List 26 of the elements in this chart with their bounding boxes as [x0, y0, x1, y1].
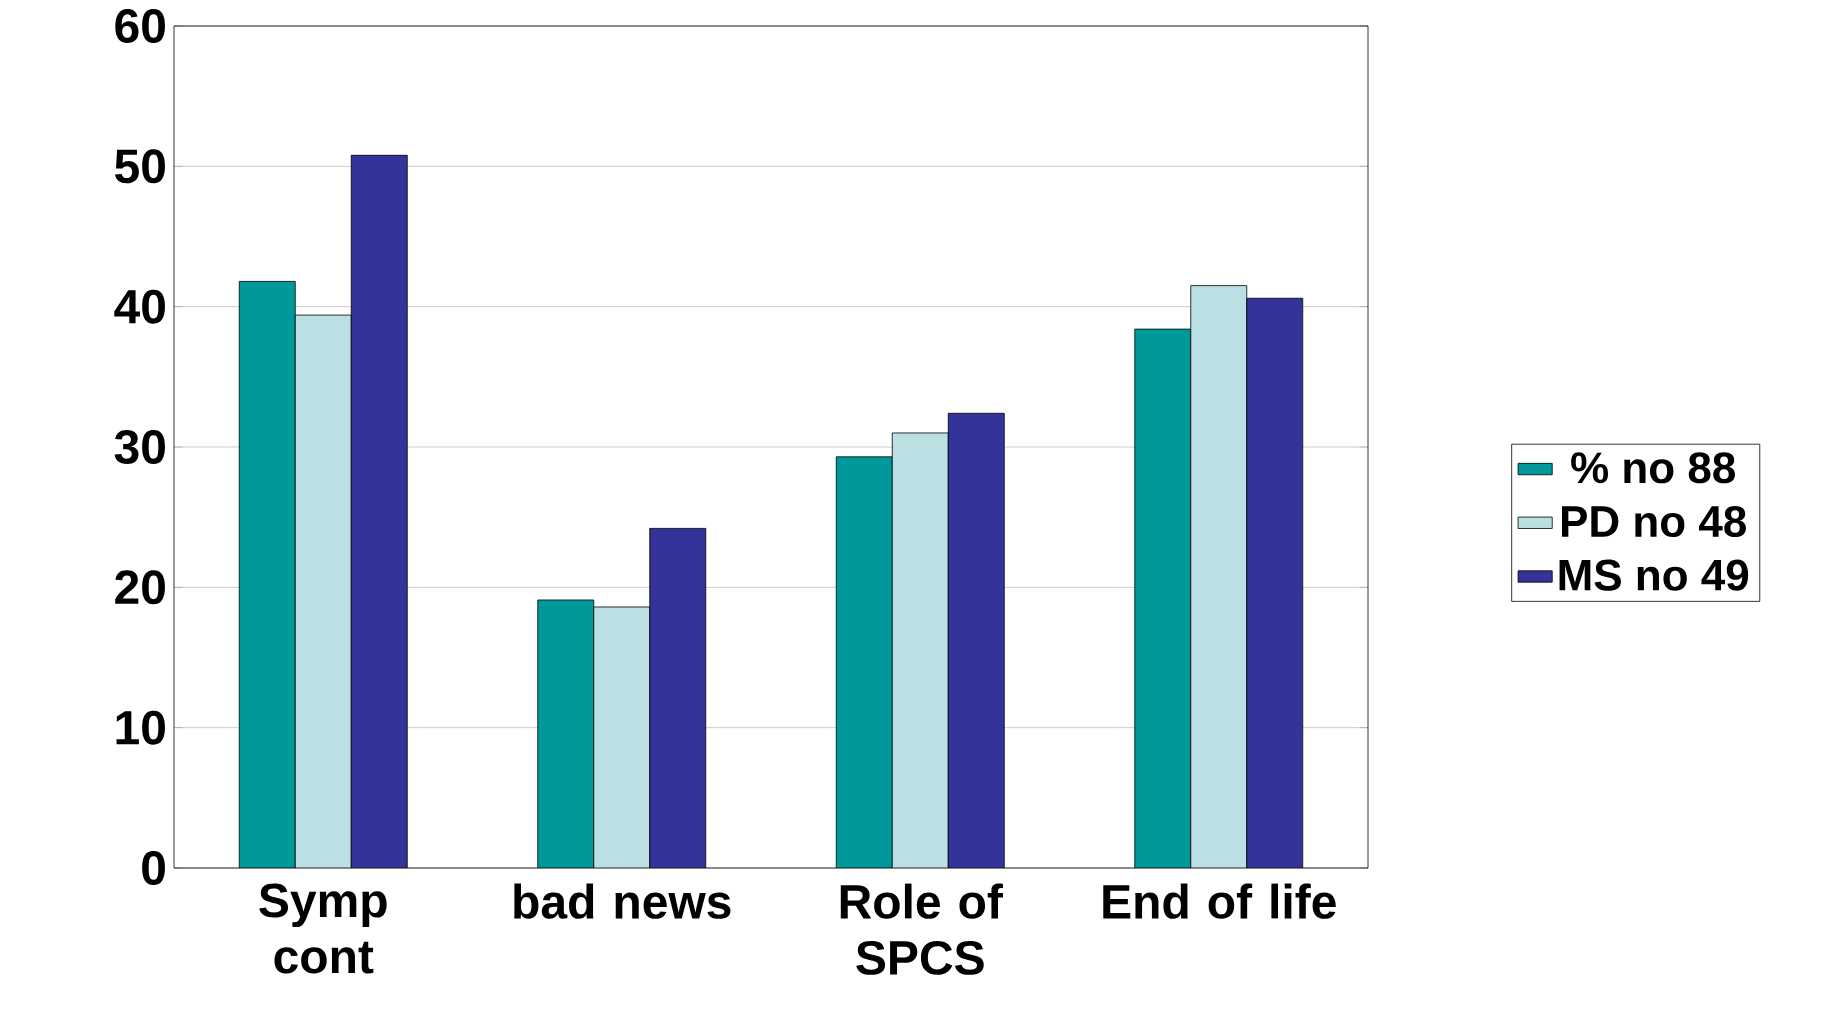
- bar: [294, 314, 352, 868]
- y-tick-label: 0: [142, 851, 165, 885]
- bar: [537, 599, 595, 868]
- bar: [947, 412, 1005, 868]
- y-tick-label: 50: [115, 149, 165, 184]
- bar: [835, 456, 893, 868]
- legend-label: PD no 48: [1562, 505, 1746, 538]
- bar: [593, 606, 651, 868]
- y-tick-label: 20: [115, 570, 165, 605]
- legend-label: MS no 49: [1559, 559, 1749, 591]
- bar: [649, 527, 707, 868]
- x-tick-label: bad news: [514, 883, 731, 919]
- bar: [1134, 328, 1192, 868]
- x-tick-label: Role of SPCS: [840, 883, 1003, 975]
- y-tick-label: 30: [114, 429, 165, 465]
- bar: [238, 281, 296, 868]
- bar: [891, 432, 949, 868]
- y-tick-label: 10: [116, 710, 165, 745]
- bar: [1190, 285, 1248, 868]
- bar: [1246, 297, 1304, 868]
- legend-label: % no 88: [1571, 452, 1735, 484]
- x-tick-label: Symp cont: [259, 883, 387, 974]
- y-tick-label: 60: [115, 9, 165, 43]
- x-tick-label: End of life: [1103, 883, 1336, 919]
- bar: [350, 154, 408, 868]
- y-tick-label: 40: [114, 289, 165, 324]
